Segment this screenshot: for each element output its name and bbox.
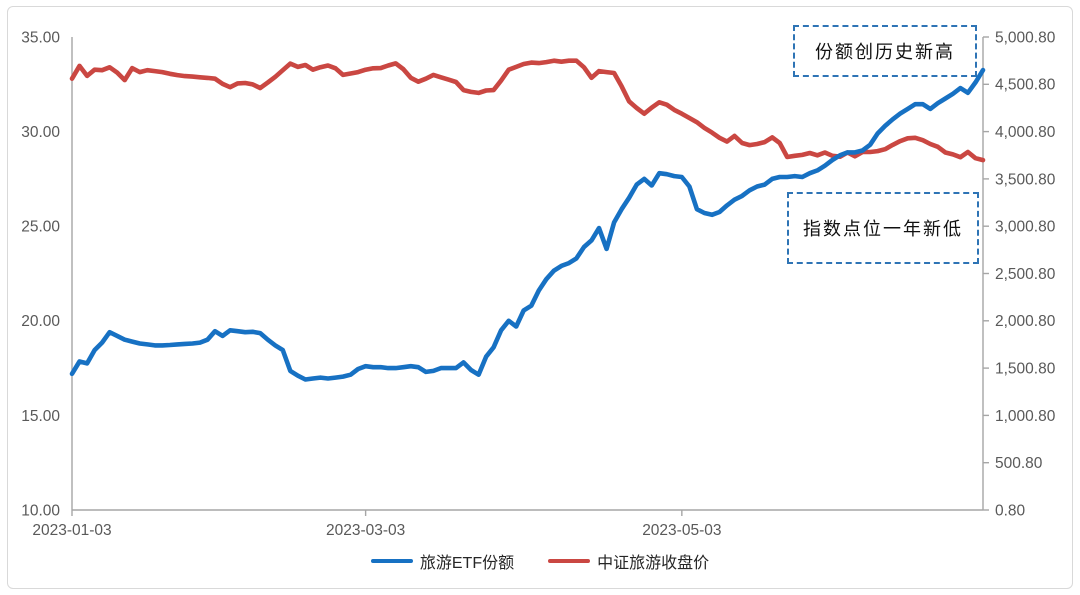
chart-outer-border bbox=[7, 6, 1073, 589]
chart-legend: 旅游ETF份额 中证旅游收盘价 bbox=[0, 549, 1080, 573]
legend-label-index-close: 中证旅游收盘价 bbox=[597, 555, 710, 572]
annotation-record-high-box: 份额创历史新高 bbox=[793, 25, 977, 77]
legend-item-index-close: 中证旅游收盘价 bbox=[548, 549, 709, 573]
annotation-record-high-text: 份额创历史新高 bbox=[815, 42, 955, 63]
legend-line-swatch-red bbox=[548, 558, 591, 564]
annotation-year-low-box: 指数点位一年新低 bbox=[787, 192, 979, 264]
legend-item-etf-share: 旅游ETF份额 bbox=[370, 549, 515, 573]
legend-label-etf-share: 旅游ETF份额 bbox=[419, 555, 515, 572]
annotation-year-low-text: 指数点位一年新低 bbox=[803, 219, 963, 240]
legend-line-swatch-blue bbox=[370, 558, 413, 564]
